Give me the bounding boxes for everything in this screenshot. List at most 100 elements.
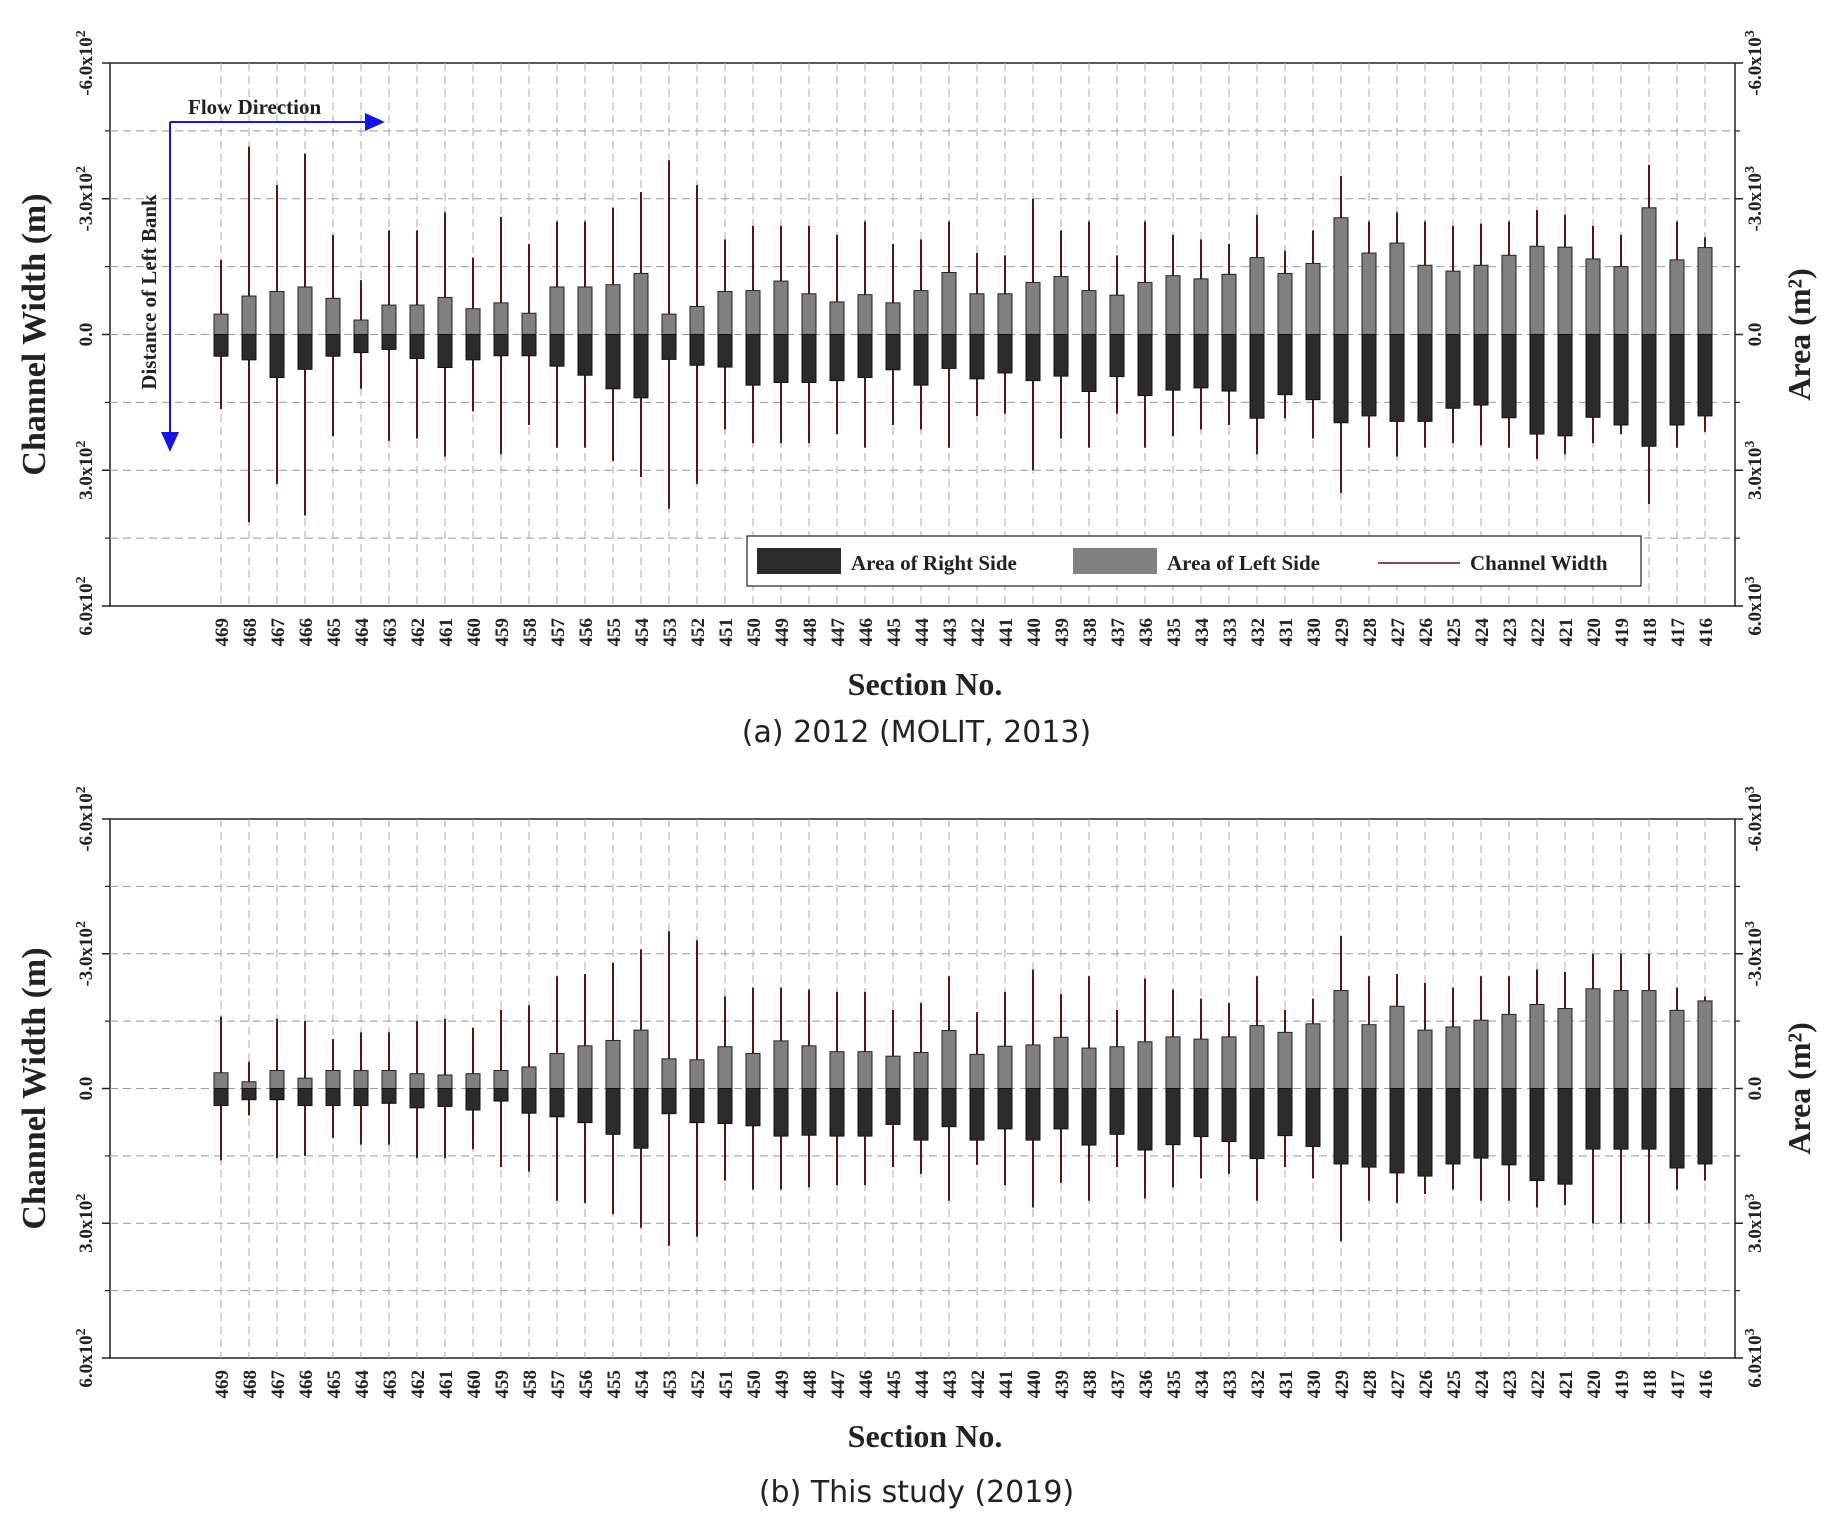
chart0-x-tick-label: 438 [1080,618,1101,647]
chart0-legend-swatch-left [1073,548,1157,574]
chart0-left-area-bar [773,280,789,336]
chart0-left-area-bar [801,293,817,335]
chart1-right-area-bar [577,1088,593,1124]
chart1-left-area-bar [297,1077,313,1089]
chart1-x-tick-label: 455 [604,1370,625,1399]
chart0-x-tick-label: 441 [996,618,1017,647]
chart0-right-area-bar [1277,334,1293,396]
chart0-right-area-bar [577,334,593,376]
chart0-x-tick-label: 450 [744,618,765,647]
chart1-y-tick-label: -6.0x102 [74,786,98,852]
chart0-x-tick-label: 440 [1024,618,1045,647]
chart0-x-tick-label: 457 [548,618,569,647]
chart0-left-area-bar [1025,281,1041,335]
chart1-right-area-bar [941,1088,957,1128]
chart0-left-area-bar [1361,252,1377,335]
chart0-x-tick-label: 443 [940,618,961,647]
chart0-right-area-bar [1389,334,1405,422]
chart0-left-area-bar [969,293,985,335]
chart0-x-tick-label: 436 [1136,618,1157,647]
chart0-x-tick-label: 427 [1388,618,1409,647]
chart0-x-tick-label: 462 [408,618,429,647]
chart0-y2-tick-label: 3.0x103 [1743,441,1767,500]
chart1-left-area-bar [801,1045,817,1089]
chart0-left-area-bar [241,295,257,336]
chart0-legend-label-width: Channel Width [1470,551,1608,575]
chart-panel-b: -6.0x102 -3.0x102 0.0 3.0x102 6.0x102 -6.0x10… [0,762,1833,1524]
chart1-left-area-bar [1305,1023,1321,1090]
chart1-left-area-bar [353,1070,369,1089]
chart1-right-area-bar [969,1088,985,1141]
chart1-x-tick-label: 443 [940,1370,961,1399]
chart0-right-area-bar [885,334,901,371]
chart1-x-tick-label: 453 [660,1370,681,1399]
chart1-x-tick-label: 431 [1276,1370,1297,1399]
chart0-left-area-bar [885,302,901,336]
chart1-right-area-bar [1193,1088,1209,1138]
chart1-left-area-bar [381,1070,397,1089]
chart1-x-tick-label: 422 [1528,1370,1549,1399]
chart1-x-tick-label: 424 [1472,1370,1493,1399]
chart1-right-area-bar [1389,1088,1405,1174]
chart1-right-area-bar [717,1088,733,1125]
chart1-left-area-bar [409,1073,425,1089]
chart1-right-area-bar [1417,1088,1433,1177]
chart1-x-tick-label: 416 [1696,1370,1717,1399]
chart0-x-tick-label: 425 [1444,618,1465,647]
chart1-right-area-bar [269,1088,285,1101]
chart1-x-tick-label: 461 [436,1370,457,1399]
chart1-x-tick-label: 430 [1304,1370,1325,1399]
chart1-right-area-bar [1445,1088,1461,1165]
chart0-left-area-bar [325,297,341,335]
chart0-y-tick-label: -6.0x102 [74,30,98,96]
chart0-right-area-bar [745,334,761,386]
chart1-left-area-bar [213,1072,229,1090]
chart0-left-area-bar [1585,258,1601,335]
chart0-right-area-bar [913,334,929,386]
chart1-right-area-bar [773,1088,789,1137]
chart0-right-area-bar [1053,334,1069,377]
chart1-right-area-bar [1361,1088,1377,1168]
chart0-right-area-bar [941,334,957,369]
chart0-x-tick-label: 420 [1584,618,1605,647]
chart0-right-area-bar [1641,334,1657,447]
chart1-left-area-bar [521,1066,537,1090]
chart0-left-area-bar [1081,290,1097,336]
chart-panel-a: -6.0x102 -3.0x102 0.0 3.0x102 6.0x102 -6.0x10… [0,0,1833,760]
chart0-left-area-bar [213,313,229,336]
caption-b: (b) This study (2019) [758,1475,1075,1510]
chart0-left-area-bar [465,308,481,335]
chart0-left-area-bar [829,301,845,336]
chart1-right-area-bar [1697,1088,1713,1165]
chart1-left-area-bar [1613,990,1629,1089]
chart1-x-tick-label: 435 [1164,1370,1185,1399]
chart1-x-tick-label: 433 [1220,1370,1241,1399]
chart0-x-tick-label: 454 [632,618,653,647]
chart0-x-tick-label: 422 [1528,618,1549,647]
chart1-x-tick-label: 450 [744,1370,765,1399]
chart1-left-area-bar [493,1070,509,1089]
chart1-x-tick-label: 432 [1248,1370,1269,1399]
chart0-right-area-bar [1473,334,1489,406]
chart-a-svg: -6.0x102 -3.0x102 0.0 3.0x102 6.0x102 -6.0x10… [16,30,1817,702]
chart0-flow-arrow-head [365,113,385,131]
chart0-legend-swatch-right [757,548,841,574]
chart0-right-area-bar [465,334,481,361]
chart1-x-axis-title: Section No. [848,1418,1003,1454]
chart0-x-tick-label: 448 [800,618,821,647]
chart0-x-tick-label: 461 [436,618,457,647]
chart0-right-area-bar [1529,334,1545,435]
chart0-right-area-bar [1557,334,1573,437]
chart0-right-area-bar [1613,334,1629,426]
chart0-x-tick-label: 456 [576,618,597,647]
chart0-x-tick-label: 428 [1360,618,1381,647]
chart1-right-area-bar [325,1088,341,1107]
chart0-left-area-bar [913,290,929,336]
chart0-x-tick-label: 424 [1472,618,1493,647]
chart0-legend-box [746,535,1642,587]
chart1-left-area-bar [1109,1046,1125,1090]
chart1-right-area-bar [1529,1088,1545,1182]
chart1-left-area-bar [465,1073,481,1089]
chart1-right-area-bar [1137,1088,1153,1151]
chart1-right-area-bar [353,1088,369,1107]
